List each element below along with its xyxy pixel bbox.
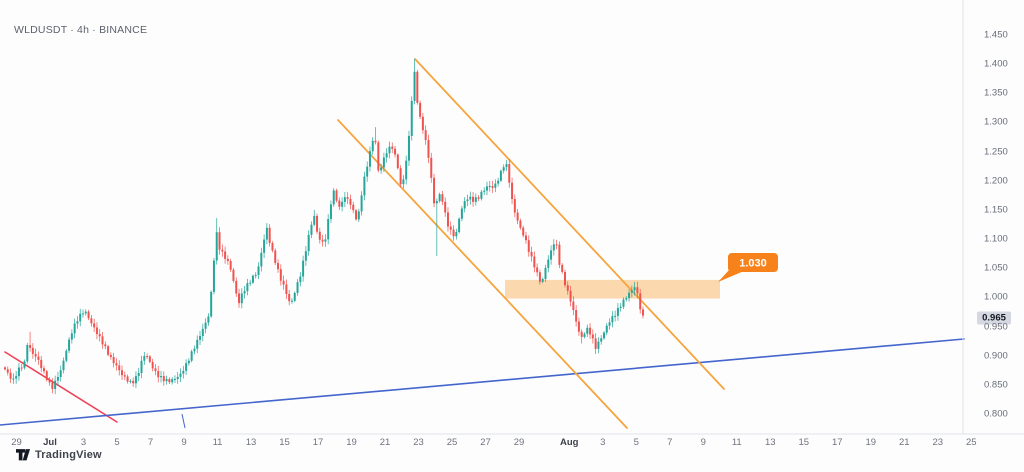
price-tick-label: 1.350 bbox=[984, 87, 1008, 99]
price-tick-label: 1.150 bbox=[984, 204, 1008, 216]
time-tick-label: 17 bbox=[831, 437, 843, 448]
last-price-label: 0.965 bbox=[977, 311, 1011, 325]
price-tick-label: 1.200 bbox=[984, 175, 1008, 187]
trendline-anchor-tick bbox=[181, 413, 186, 429]
time-tick-label: 19 bbox=[346, 437, 357, 448]
time-tick-label: 29 bbox=[513, 437, 525, 448]
time-scale[interactable]: 29 Jul 3 5 7 9 11 13 15 17 19 21 23 25 27 29 Aug 3 5 7 9 11 13… bbox=[0, 434, 1024, 450]
callout-bubble bbox=[728, 253, 778, 272]
time-tick-label: 7 bbox=[147, 437, 154, 448]
price-tick-label: 1.000 bbox=[984, 291, 1008, 303]
time-tick-label: 25 bbox=[446, 437, 458, 448]
time-tick-label: 7 bbox=[667, 437, 673, 448]
price-tick-label: 1.100 bbox=[984, 233, 1008, 245]
descending-channel-upper-line[interactable] bbox=[414, 58, 725, 390]
time-tick-label: 13 bbox=[764, 437, 776, 448]
time-tick-label: 3 bbox=[600, 437, 606, 448]
price-tick-label: 1.450 bbox=[984, 29, 1008, 41]
time-tick-label: 9 bbox=[181, 437, 187, 448]
price-tick-label: 0.950 bbox=[984, 321, 1008, 333]
time-tick-label: 19 bbox=[865, 437, 877, 448]
price-tick-label: 1.300 bbox=[984, 116, 1008, 128]
blue-support-trendline[interactable] bbox=[0, 338, 965, 426]
price-tick-label: 1.050 bbox=[984, 262, 1008, 274]
resistance-zone-rectangle[interactable] bbox=[505, 279, 720, 299]
tradingview-brand-text: TradingView bbox=[35, 449, 102, 461]
tradingview-watermark[interactable]: TradingView bbox=[16, 449, 102, 461]
time-tick-label: 5 bbox=[114, 437, 120, 448]
price-tick-label: 0.850 bbox=[984, 379, 1008, 391]
time-tick-label: Aug bbox=[560, 437, 579, 448]
descending-channel-lower-line[interactable] bbox=[337, 119, 628, 429]
time-tick-label: Jul bbox=[43, 437, 57, 448]
price-target-callout[interactable]: 1.030 bbox=[718, 253, 778, 282]
time-tick-label: 21 bbox=[379, 437, 391, 448]
time-tick-label: 27 bbox=[480, 437, 491, 448]
time-tick-label: 13 bbox=[245, 437, 257, 448]
time-tick-label: 11 bbox=[212, 437, 223, 448]
price-scale[interactable]: 0.965 1.450 1.400 1.350 1.300 1.250 1.200 1.15… bbox=[963, 0, 1024, 434]
tradingview-logo-icon bbox=[16, 449, 30, 461]
time-tick-label: 21 bbox=[898, 437, 910, 448]
time-tick-label: 15 bbox=[798, 437, 810, 448]
price-tick-label: 0.900 bbox=[984, 350, 1008, 362]
symbol-legend[interactable]: WLDUSDT · 4h · BINANCE bbox=[14, 24, 148, 36]
time-tick-label: 15 bbox=[279, 437, 290, 448]
time-tick-label: 3 bbox=[80, 437, 87, 448]
callout-tail bbox=[718, 269, 744, 282]
time-tick-label: 5 bbox=[633, 437, 639, 448]
price-tick-label: 1.250 bbox=[984, 146, 1008, 158]
time-tick-label: 17 bbox=[312, 437, 324, 448]
time-tick-label: 25 bbox=[965, 437, 977, 448]
time-tick-label: 23 bbox=[932, 437, 944, 448]
candlestick-series[interactable] bbox=[4, 58, 644, 395]
callout-price-text: 1.030 bbox=[739, 258, 767, 270]
time-tick-label: 11 bbox=[731, 437, 742, 448]
time-tick-label: 9 bbox=[700, 437, 706, 448]
time-tick-label: 23 bbox=[413, 437, 424, 448]
price-tick-label: 0.800 bbox=[984, 408, 1008, 420]
price-tick-label: 1.400 bbox=[984, 58, 1008, 70]
time-tick-label: 29 bbox=[11, 437, 22, 448]
